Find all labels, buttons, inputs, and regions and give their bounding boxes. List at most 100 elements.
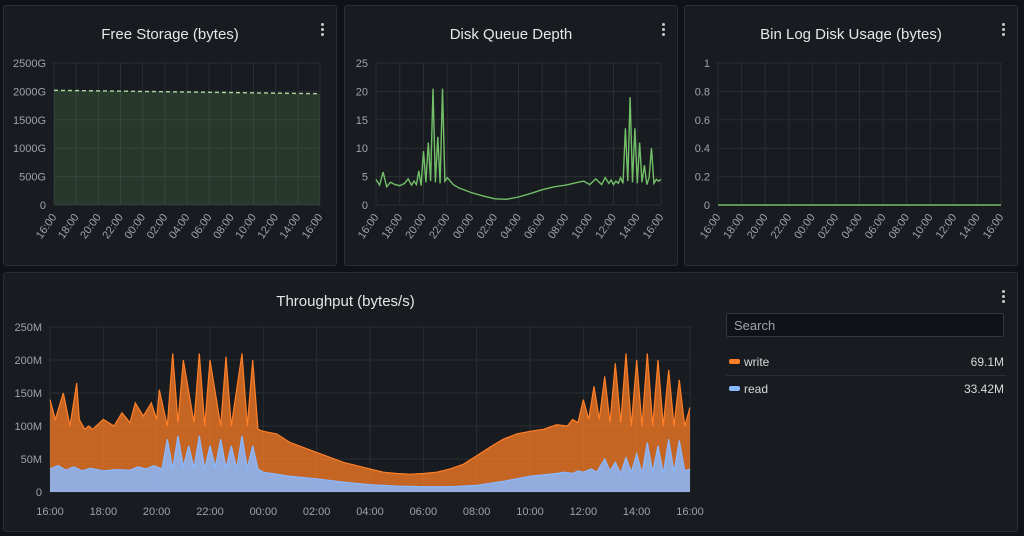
y-tick-label: 100M	[14, 421, 42, 433]
x-tick-label: 16:00	[676, 506, 704, 518]
legend-value: 33.42M	[963, 382, 1004, 396]
series-line-write	[49, 353, 691, 475]
x-tick-label: 20:00	[403, 212, 429, 241]
x-tick-label: 18:00	[90, 506, 118, 518]
y-tick-label: 1000G	[13, 143, 46, 155]
x-tick-label: 08:00	[546, 212, 572, 241]
x-tick-label: 16:00	[698, 212, 724, 241]
legend-search-input[interactable]	[726, 313, 1004, 337]
y-tick-label: 1500G	[13, 115, 46, 127]
free-storage-panel: Free Storage (bytes) 0 500G 1000G 1500G 2000…	[3, 5, 337, 266]
x-tick-label: 12:00	[593, 212, 619, 241]
x-tick-label: 00:00	[123, 212, 149, 241]
y-tick-label: 0	[36, 487, 42, 499]
x-tick-label: 10:00	[910, 212, 936, 241]
y-tick-label: 1	[704, 58, 710, 70]
x-tick-label: 02:00	[145, 212, 171, 241]
x-tick-label: 22:00	[100, 212, 126, 241]
x-tick-label: 00:00	[250, 506, 278, 518]
x-tick-label: 18:00	[56, 212, 82, 241]
panel-title: Throughput (bytes/s)	[276, 293, 415, 310]
y-tick-label: 0	[40, 200, 46, 212]
x-tick-label: 10:00	[516, 506, 544, 518]
legend-value: 69.1M	[970, 355, 1004, 369]
y-tick-label: 25	[356, 58, 368, 70]
x-tick-label: 22:00	[196, 506, 224, 518]
x-tick-label: 06:00	[410, 506, 438, 518]
y-tick-label: 0	[704, 200, 710, 212]
x-tick-label: 22:00	[427, 212, 453, 241]
panel-title: Disk Queue Depth	[449, 26, 573, 43]
x-tick-label: 10:00	[570, 212, 596, 241]
throughput-chart: 0 50M 100M 150M 200M 250M 16:00 18:00 20:00 22:00…	[14, 322, 704, 518]
y-tick-label: 0.2	[695, 172, 710, 184]
legend-swatch	[729, 386, 740, 391]
x-tick-label: 20:00	[143, 506, 171, 518]
panel-title: Free Storage (bytes)	[101, 26, 239, 43]
y-tick-label: 150M	[14, 388, 42, 400]
x-tick-label: 04:00	[839, 212, 865, 241]
x-tick-label: 06:00	[522, 212, 548, 241]
y-tick-label: 15	[356, 115, 368, 127]
series-line	[53, 89, 321, 95]
x-tick-label: 04:00	[498, 212, 524, 241]
x-tick-label: 12:00	[934, 212, 960, 241]
x-tick-label: 18:00	[721, 212, 747, 241]
throughput-panel: Throughput (bytes/s) 0 50M 100M 150M 200M 250…	[3, 272, 1018, 532]
series-area	[54, 90, 320, 205]
y-tick-label: 0	[362, 200, 368, 212]
x-tick-label: 14:00	[623, 506, 651, 518]
legend-name: write	[744, 355, 770, 369]
y-tick-label: 10	[356, 143, 368, 155]
x-tick-label: 18:00	[380, 212, 406, 241]
x-tick-label: 12:00	[256, 212, 282, 241]
binlog-panel: Bin Log Disk Usage (bytes) 0 0.2 0.4 0.6 0.8…	[684, 5, 1018, 266]
x-tick-label: 08:00	[211, 212, 237, 241]
x-tick-label: 14:00	[278, 212, 304, 241]
x-tick-label: 10:00	[233, 212, 259, 241]
y-tick-label: 2000G	[13, 86, 46, 98]
x-tick-label: 20:00	[745, 212, 771, 241]
panel-menu-icon[interactable]	[318, 22, 326, 38]
x-tick-label: 16:00	[356, 212, 382, 241]
panel-menu-icon[interactable]	[999, 289, 1007, 305]
binlog-chart: 00.20.40.60.8116:0018:0020:0022:0000:000…	[695, 58, 1007, 241]
panel-menu-icon[interactable]	[999, 22, 1007, 38]
x-tick-label: 02:00	[303, 506, 331, 518]
y-tick-label: 200M	[14, 355, 42, 367]
y-tick-label: 500G	[19, 172, 46, 184]
x-tick-label: 14:00	[617, 212, 643, 241]
disk-queue-chart: 051015202516:0018:0020:0022:0000:0002:00…	[356, 58, 667, 241]
y-tick-label: 0.8	[695, 86, 710, 98]
x-tick-label: 16:00	[641, 212, 667, 241]
x-tick-label: 04:00	[356, 506, 384, 518]
x-tick-label: 16:00	[34, 212, 60, 241]
y-tick-label: 0.4	[695, 143, 710, 155]
series-line-read	[49, 435, 691, 488]
x-tick-label: 08:00	[463, 506, 491, 518]
x-tick-label: 12:00	[570, 506, 598, 518]
x-tick-label: 14:00	[957, 212, 983, 241]
free-storage-chart: 0500G1000G1500G2000G2500G16:0018:0020:00…	[13, 58, 326, 241]
panel-menu-icon[interactable]	[659, 22, 667, 38]
disk-queue-panel: Disk Queue Depth 0 5 10 15 20 25 16:00 18:00 20:…	[344, 5, 678, 266]
y-tick-label: 5	[362, 172, 368, 184]
x-tick-label: 22:00	[769, 212, 795, 241]
x-tick-label: 02:00	[475, 212, 501, 241]
legend-swatch	[729, 359, 740, 364]
x-tick-label: 16:00	[36, 506, 64, 518]
x-tick-label: 00:00	[451, 212, 477, 241]
x-tick-label: 02:00	[816, 212, 842, 241]
legend-name: read	[744, 382, 769, 396]
x-tick-label: 16:00	[300, 212, 326, 241]
legend-item-read[interactable]: read 33.42M	[726, 376, 1006, 402]
series-line	[375, 88, 662, 201]
y-tick-label: 0.6	[695, 115, 710, 127]
y-tick-label: 20	[356, 86, 368, 98]
legend: write 69.1M read 33.42M	[726, 313, 1006, 402]
y-tick-label: 50M	[21, 454, 42, 466]
x-tick-label: 04:00	[167, 212, 193, 241]
panel-title: Bin Log Disk Usage (bytes)	[760, 26, 942, 43]
x-tick-label: 06:00	[189, 212, 215, 241]
legend-item-write[interactable]: write 69.1M	[726, 349, 1006, 376]
